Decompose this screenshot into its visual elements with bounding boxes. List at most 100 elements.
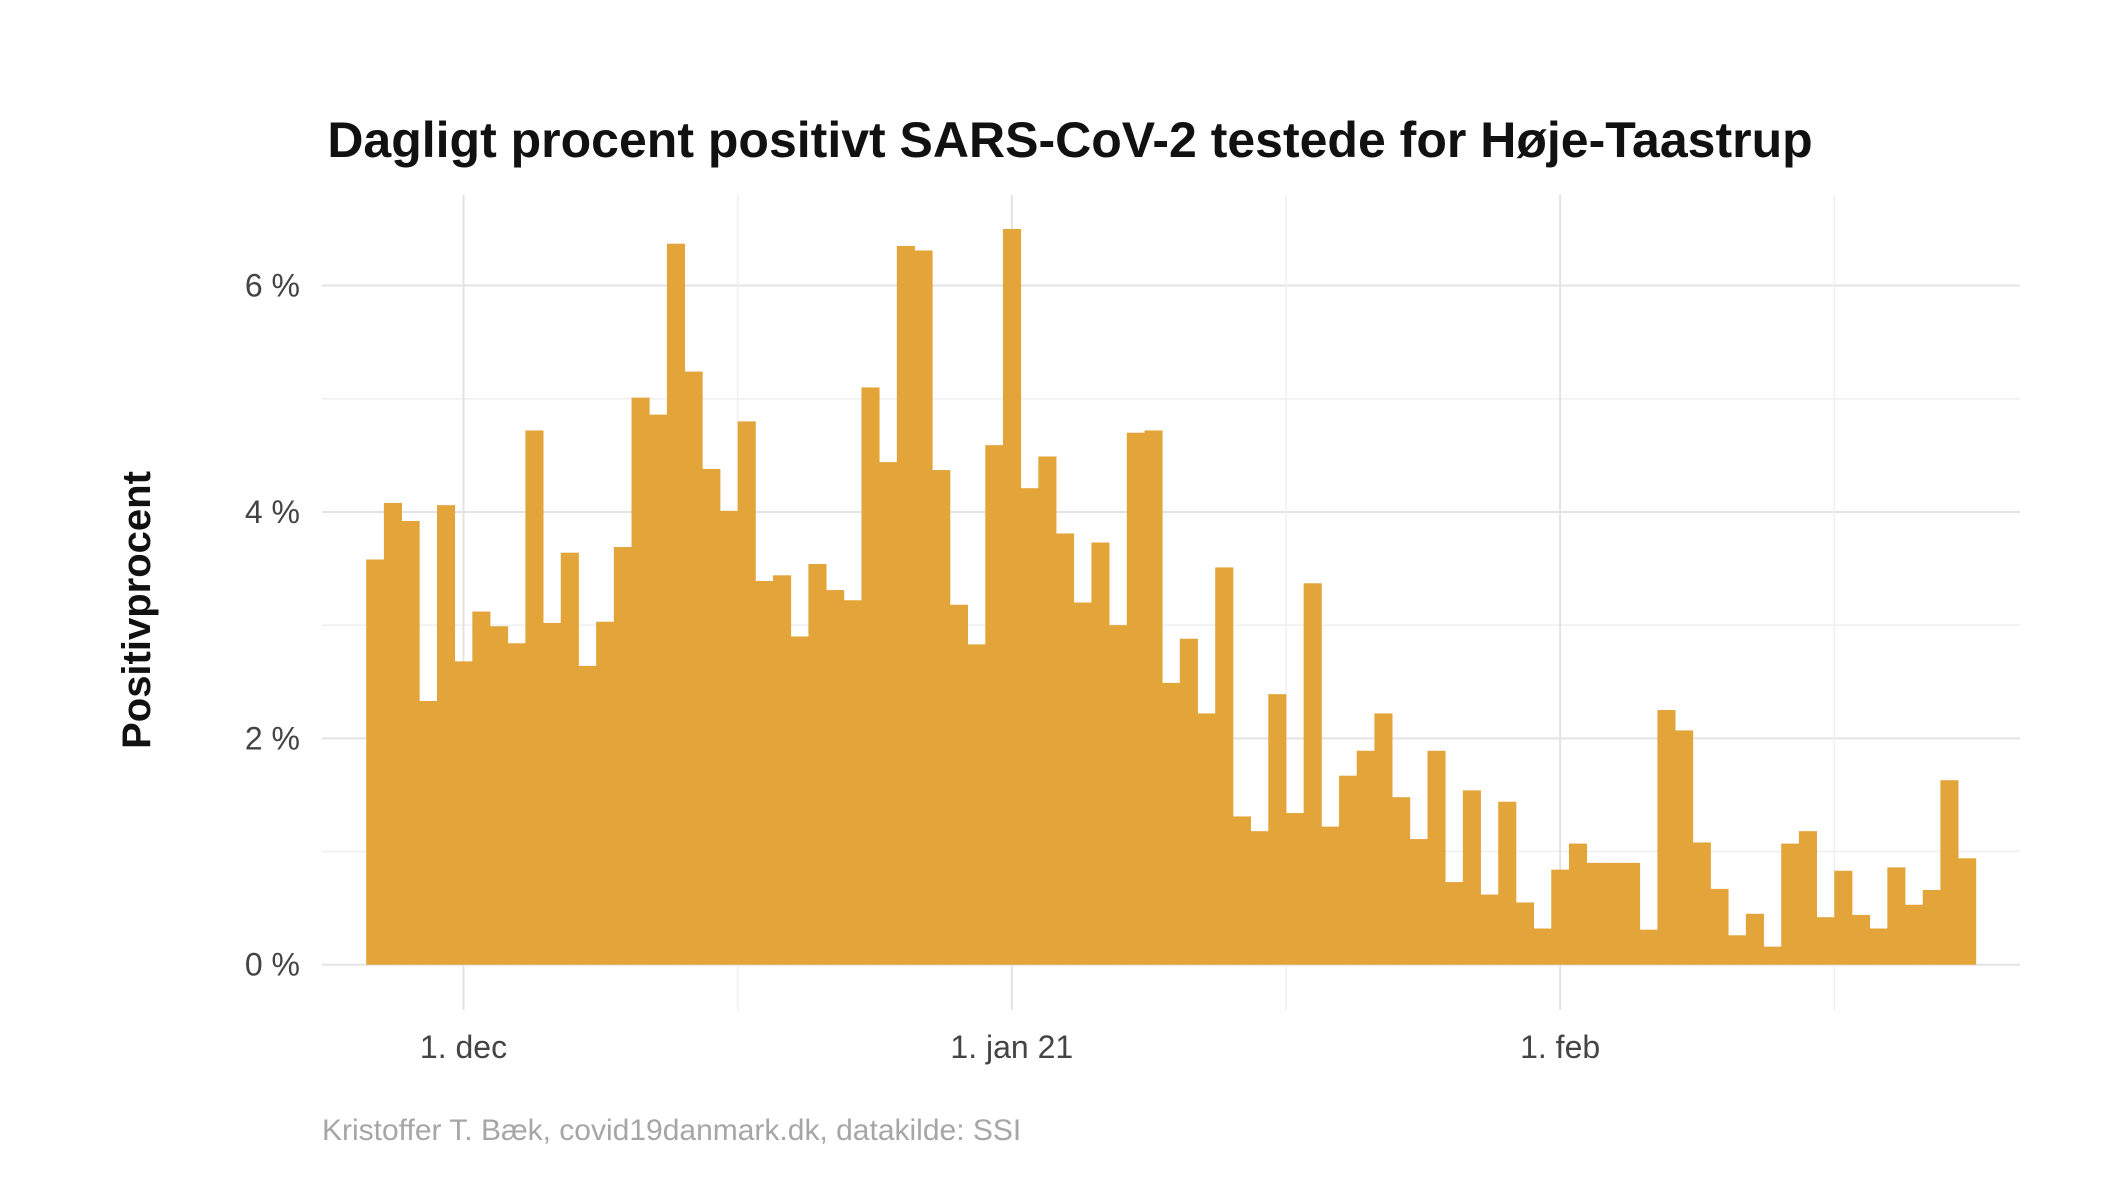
bar [808,564,827,965]
bars [366,228,1977,965]
bar [1339,775,1358,965]
bar [1215,567,1234,965]
bar [1498,801,1517,965]
chart-title: Dagligt procent positivt SARS-CoV-2 test… [327,112,1812,168]
bar [1356,750,1375,965]
bar [419,700,438,965]
bar [1285,813,1305,965]
bar [1675,730,1694,965]
bar [719,510,739,965]
x-axis-ticks: 1. dec 1. jan 21 1. feb [420,1029,1600,1065]
bar [596,621,615,965]
y-tick-label: 0 % [245,947,300,983]
bar [1869,928,1888,965]
x-tick-label: 1. jan 21 [950,1029,1073,1065]
bar [490,626,509,965]
bar [525,430,544,965]
bar [1056,533,1075,965]
bar [454,661,473,965]
bar [1073,602,1092,965]
bar [472,611,491,965]
bar [1922,890,1941,965]
x-tick-label: 1. dec [420,1029,507,1065]
bar [1622,862,1641,965]
bar [1002,228,1022,965]
bar [1144,430,1163,965]
bar [1887,867,1906,965]
bar [1798,831,1817,965]
bar [1834,870,1853,965]
y-tick-label: 6 % [245,268,300,304]
y-tick-label: 4 % [245,494,300,530]
bar [1427,750,1446,965]
bar [896,245,915,965]
bar [543,622,562,965]
bar [1392,797,1411,965]
bar [755,580,774,965]
bar [985,445,1004,965]
bar [826,590,845,965]
bar [560,552,579,965]
bar [666,243,685,965]
bar [383,502,402,965]
bar [1657,710,1676,965]
bar [1533,928,1552,965]
bar [1038,456,1057,965]
y-tick-label: 2 % [245,720,300,756]
bar [879,462,898,965]
bar [1409,839,1428,965]
bar [1374,713,1393,965]
y-axis-label: Positivprocent [115,471,159,749]
bar [967,644,986,965]
bar [1639,929,1658,965]
bar [1763,946,1782,965]
bar [1586,862,1605,965]
bar [1958,858,1977,965]
bar [613,547,632,965]
bar [1551,869,1570,965]
bar [1480,894,1499,965]
bar [1781,843,1800,965]
bar [1568,843,1588,965]
bar [1197,713,1216,965]
bar [1515,902,1534,965]
bar [1851,914,1871,965]
bar [914,250,933,965]
bar [1250,831,1269,965]
bar [1162,682,1181,965]
bar [1445,882,1464,965]
bar [1905,904,1924,965]
bar [861,387,880,965]
bar [1745,913,1764,965]
bar [366,559,385,965]
bar [1232,816,1251,965]
y-axis-ticks: 0 % 2 % 4 % 6 % [245,268,300,983]
bar [1710,888,1729,965]
bar [1303,583,1322,965]
bar [949,604,968,965]
bar [1091,542,1110,965]
bar [1940,780,1959,965]
bar [1692,842,1711,965]
bar [631,397,650,965]
bar [1109,625,1128,965]
chart-caption: Kristoffer T. Bæk, covid19danmark.dk, da… [322,1114,1021,1147]
bar [1126,432,1145,965]
bar [1321,826,1340,965]
bar [578,665,597,965]
bar [843,600,862,965]
bar [932,470,951,965]
bar [737,421,756,965]
bar [1020,488,1039,965]
bar [684,371,703,965]
bar [507,643,526,965]
bar [1816,917,1835,965]
bar [649,414,668,965]
bar [773,575,792,965]
bar [1268,694,1287,965]
bar [1728,935,1747,965]
bar [1604,862,1623,965]
bar [436,505,456,965]
bar [401,521,420,965]
